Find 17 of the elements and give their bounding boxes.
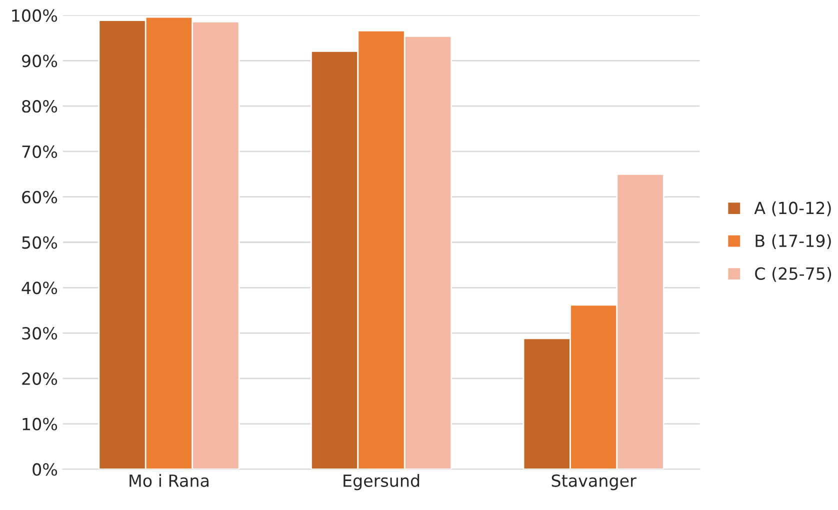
y-tick-label: 90% <box>22 54 58 68</box>
legend-label: B (17-19) <box>756 234 831 250</box>
x-tick-label: Stavanger <box>552 474 636 490</box>
legend-label: A (10-12) <box>754 201 831 216</box>
y-tick-label: 0% <box>32 463 58 476</box>
y-tick-label: 60% <box>22 190 58 204</box>
x-tick-label: Mo i Rana <box>130 474 208 487</box>
y-tick-label: 30% <box>22 326 58 340</box>
y-tick-label: 70% <box>22 145 58 158</box>
legend-label: C (25-75) <box>755 267 832 282</box>
y-tick-label: 10% <box>22 418 58 430</box>
x-tick-label: Egersund <box>344 474 420 490</box>
y-tick-label: 100% <box>12 9 58 22</box>
y-tick-label: 40% <box>22 282 58 294</box>
y-tick-label: 50% <box>22 236 58 249</box>
y-tick-label: 20% <box>22 372 58 385</box>
y-tick-label: 80% <box>22 100 58 113</box>
